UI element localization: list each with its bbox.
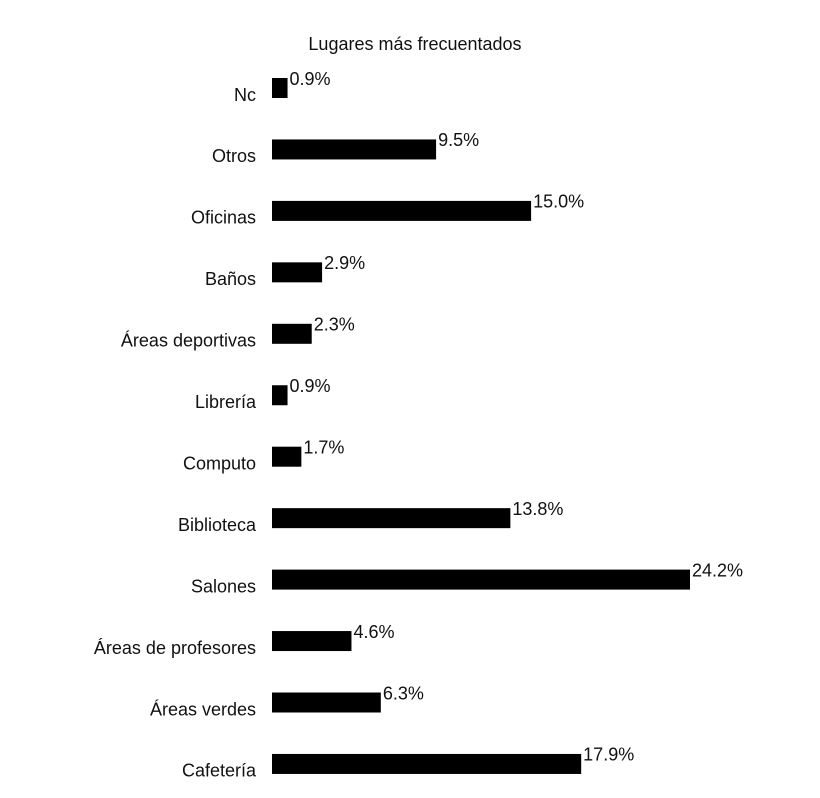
bar (272, 139, 437, 160)
value-label: 4.6% (353, 622, 394, 642)
bar (272, 323, 312, 344)
bar (272, 569, 690, 590)
bar (272, 200, 532, 221)
bar (272, 262, 323, 283)
value-label: 2.9% (324, 253, 365, 273)
category-label: Computo (183, 453, 256, 473)
value-label: 6.3% (383, 683, 424, 703)
value-label: 0.9% (290, 376, 331, 396)
bar (272, 692, 381, 713)
category-label: Nc (234, 85, 256, 105)
chart-title: Lugares más frecuentados (308, 34, 521, 54)
value-label: 24.2% (692, 560, 743, 580)
value-label: 0.9% (290, 69, 331, 89)
category-label: Oficinas (191, 208, 256, 228)
value-label: 9.5% (438, 130, 479, 150)
bar (272, 446, 302, 467)
category-label: Biblioteca (178, 515, 257, 535)
category-label: Baños (205, 269, 256, 289)
value-label: 13.8% (512, 499, 563, 519)
category-label: Áreas deportivas (121, 331, 256, 351)
bar (272, 78, 288, 98)
bar (272, 385, 288, 406)
value-label: 1.7% (303, 437, 344, 457)
value-label: 2.3% (314, 315, 355, 335)
category-label: Áreas de profesores (94, 638, 256, 658)
category-label: Cafetería (182, 761, 257, 781)
category-label: Áreas verdes (150, 699, 256, 719)
bar (272, 508, 511, 529)
category-label: Salones (191, 576, 256, 596)
category-label: Otros (212, 146, 256, 166)
bar (272, 631, 352, 652)
category-label: Librería (195, 392, 257, 412)
value-label: 15.0% (533, 192, 584, 212)
bar (272, 753, 582, 774)
value-label: 17.9% (583, 745, 634, 765)
